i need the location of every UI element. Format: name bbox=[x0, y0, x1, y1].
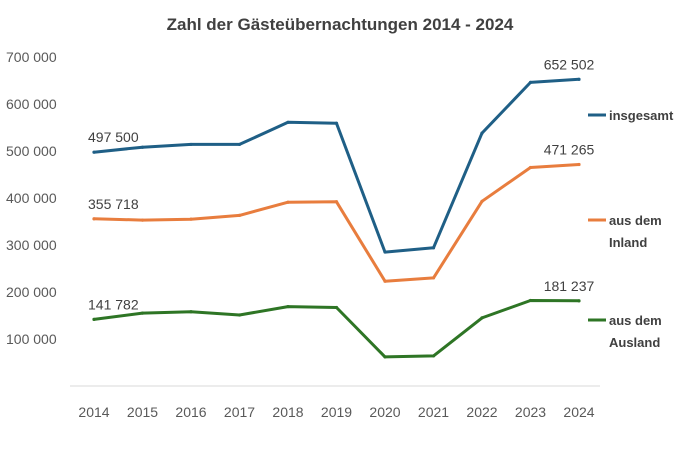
y-tick-label: 300 000 bbox=[6, 237, 57, 253]
data-point bbox=[383, 250, 387, 254]
chart-title: Zahl der Gästeübernachtungen 2014 - 2024 bbox=[167, 15, 514, 34]
x-tick-label: 2024 bbox=[563, 404, 594, 420]
data-point bbox=[189, 217, 193, 221]
data-point bbox=[92, 317, 96, 321]
series-line bbox=[92, 163, 581, 283]
series-1: 497 500 652 502 bbox=[88, 56, 595, 254]
series-2: 355 718 471 265 bbox=[88, 142, 595, 283]
data-point bbox=[334, 305, 339, 310]
data-point bbox=[140, 145, 145, 149]
data-point bbox=[334, 121, 339, 125]
data-point bbox=[189, 310, 193, 314]
x-tick-label: 2023 bbox=[515, 404, 546, 420]
y-tick-label: 700 000 bbox=[6, 49, 57, 65]
data-point bbox=[528, 80, 533, 84]
data-point bbox=[480, 316, 484, 320]
x-tick-label: 2015 bbox=[127, 404, 158, 420]
data-point bbox=[140, 311, 145, 315]
x-tick-label: 2020 bbox=[369, 404, 400, 420]
legend-item: aus dem Ausland bbox=[588, 313, 662, 350]
legend-label: aus dem bbox=[609, 213, 662, 228]
data-point bbox=[237, 213, 242, 217]
y-axis: 100 000 200 000 300 000 400 000 500 000 600 0… bbox=[6, 49, 57, 347]
data-label: 355 718 bbox=[88, 196, 139, 212]
legend-label: insgesamt bbox=[609, 108, 674, 123]
y-tick-label: 600 000 bbox=[6, 96, 57, 112]
data-label: 141 782 bbox=[88, 296, 139, 312]
data-point bbox=[383, 355, 387, 359]
data-point bbox=[286, 304, 290, 309]
data-point bbox=[286, 200, 290, 204]
series-group: 497 500 652 502 355 718 471 265 141 782 181 2… bbox=[88, 56, 595, 359]
data-point bbox=[237, 313, 242, 317]
data-point bbox=[431, 354, 436, 358]
data-point bbox=[286, 120, 290, 124]
y-tick-label: 200 000 bbox=[6, 284, 57, 300]
x-axis: 2014 2015 2016 2017 2018 2019 2020 2021 2022 2023… bbox=[78, 404, 594, 420]
x-tick-label: 2021 bbox=[418, 404, 449, 420]
data-point bbox=[140, 218, 145, 222]
data-point bbox=[431, 276, 436, 280]
data-point bbox=[528, 298, 533, 303]
data-point bbox=[577, 299, 581, 303]
legend-item: aus dem Inland bbox=[588, 213, 662, 250]
data-label: 497 500 bbox=[88, 129, 139, 145]
legend-label: aus dem bbox=[609, 313, 662, 328]
data-label: 652 502 bbox=[544, 56, 595, 72]
data-point bbox=[431, 246, 436, 250]
legend-item: insgesamt bbox=[588, 108, 674, 123]
data-point bbox=[577, 77, 581, 81]
data-point bbox=[237, 142, 242, 147]
x-tick-label: 2016 bbox=[175, 404, 206, 420]
x-tick-label: 2019 bbox=[321, 404, 352, 420]
y-tick-label: 500 000 bbox=[6, 143, 57, 159]
data-point bbox=[189, 142, 193, 147]
series-3: 141 782 181 237 bbox=[88, 278, 595, 359]
data-point bbox=[92, 217, 96, 221]
data-label: 181 237 bbox=[544, 278, 595, 294]
y-tick-label: 100 000 bbox=[6, 331, 57, 347]
data-label: 471 265 bbox=[544, 142, 595, 158]
y-tick-label: 400 000 bbox=[6, 190, 57, 206]
data-point bbox=[577, 162, 581, 167]
x-tick-label: 2018 bbox=[272, 404, 303, 420]
data-point bbox=[383, 279, 387, 283]
data-point bbox=[92, 150, 96, 154]
legend-label: Ausland bbox=[609, 335, 660, 350]
series-line bbox=[92, 77, 581, 254]
x-tick-label: 2014 bbox=[78, 404, 109, 420]
x-tick-label: 2017 bbox=[224, 404, 255, 420]
data-point bbox=[528, 165, 533, 170]
legend: insgesamt aus dem Inland aus dem Ausland bbox=[588, 108, 674, 350]
legend-label: Inland bbox=[609, 235, 647, 250]
data-point bbox=[334, 200, 339, 204]
data-point bbox=[480, 199, 484, 203]
x-tick-label: 2022 bbox=[466, 404, 497, 420]
data-point bbox=[480, 131, 484, 135]
